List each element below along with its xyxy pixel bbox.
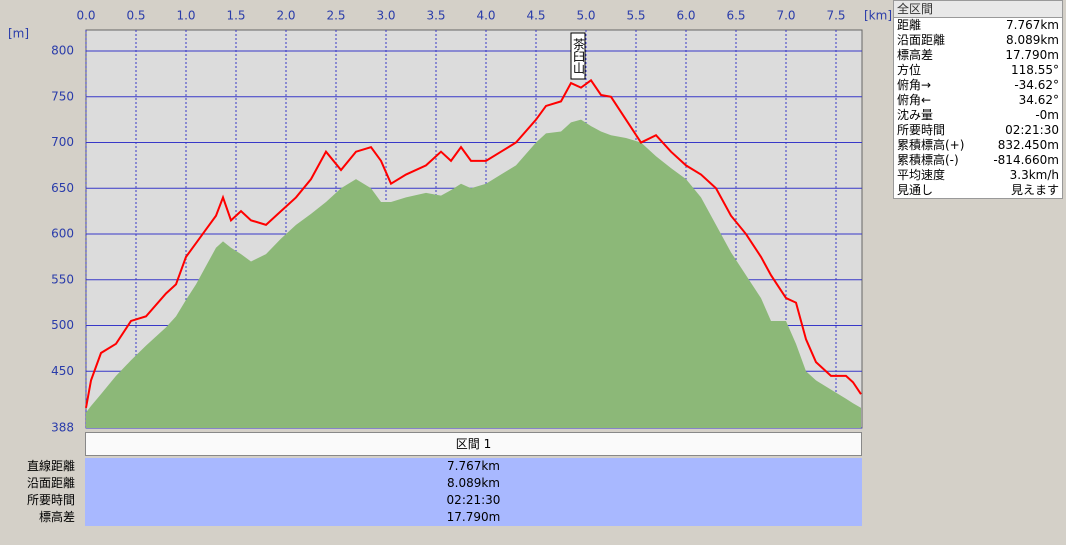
summary-row: 所要時間 02:21:30	[893, 123, 1063, 138]
y-axis-label: [m]	[8, 27, 29, 41]
y-tick-label: 750	[51, 89, 74, 103]
x-tick-label: 6.0	[676, 9, 695, 23]
summary-value: 118.55°	[1011, 63, 1059, 77]
summary-title: 全区間	[893, 0, 1063, 18]
y-tick-label: 600	[51, 227, 74, 241]
x-tick-label: 0.5	[126, 9, 145, 23]
summary-value: 見えます	[1010, 183, 1059, 197]
summary-value: 02:21:30	[1005, 123, 1059, 137]
summary-label: 見通し	[897, 183, 934, 197]
section-label: 直線距離	[26, 459, 75, 473]
section-row: 所要時間 02:21:30	[0, 492, 864, 509]
summary-label: 平均速度	[897, 168, 946, 182]
summary-row: 俯角← 34.62°	[893, 93, 1063, 108]
y-tick-label: 550	[51, 272, 74, 286]
summary-label: 方位	[897, 63, 922, 77]
section-value: 02:21:30	[85, 492, 862, 509]
y-tick-label: 500	[51, 318, 74, 332]
terrain-area	[86, 119, 861, 428]
x-tick-label: 3.5	[426, 9, 445, 23]
x-tick-label: 2.0	[276, 9, 295, 23]
y-tick-label: 700	[51, 135, 74, 149]
summary-value: 3.3km/h	[1009, 168, 1059, 182]
summary-label: 沈み量	[897, 108, 934, 122]
summary-label: 沿面距離	[897, 33, 946, 47]
x-tick-label: 4.5	[526, 9, 545, 23]
y-tick-label: 650	[51, 181, 74, 195]
summary-row: 累積標高(+) 832.450m	[893, 138, 1063, 153]
section-title: 区間 1	[85, 432, 862, 456]
section-value: 7.767km	[85, 458, 862, 475]
y-tick-label: 388	[51, 421, 74, 435]
summary-row: 沿面距離 8.089km	[893, 33, 1063, 48]
summary-label: 俯角→	[897, 78, 932, 92]
summary-row: 累積標高(-) -814.660m	[893, 153, 1063, 168]
annotation-label: 茶臼山	[572, 37, 586, 74]
summary-row: 距離 7.767km	[893, 18, 1063, 33]
section-row: 直線距離 7.767km	[0, 458, 864, 475]
summary-row: 方位 118.55°	[893, 63, 1063, 78]
annotation-box	[570, 32, 586, 80]
summary-label: 俯角←	[897, 93, 932, 107]
x-tick-label: 4.0	[476, 9, 495, 23]
x-axis-label: [km]	[864, 9, 892, 23]
x-tick-label: 7.0	[776, 9, 795, 23]
x-tick-label: 1.0	[176, 9, 195, 23]
summary-value: -814.660m	[993, 153, 1059, 167]
section-table: 区間 1 直線距離 7.767km 沿面距離 8.089km 所要時間 02:21:30 標…	[0, 432, 864, 526]
x-tick-label: 5.5	[626, 9, 645, 23]
summary-value: 832.450m	[997, 138, 1059, 152]
summary-label: 標高差	[897, 48, 934, 62]
summary-row: 沈み量 -0m	[893, 108, 1063, 123]
summary-label: 累積標高(+)	[897, 138, 965, 152]
x-tick-label: 6.5	[726, 9, 745, 23]
summary-row: 標高差 17.790m	[893, 48, 1063, 63]
section-row: 標高差 17.790m	[0, 509, 864, 526]
summary-panel: 全区間 距離 7.767km 沿面距離 8.089km 標高差 17.790m 方位 118.…	[893, 0, 1063, 199]
summary-row: 平均速度 3.3km/h	[893, 168, 1063, 183]
y-tick-label: 450	[51, 364, 74, 378]
summary-label: 距離	[897, 18, 922, 32]
x-tick-label: 1.5	[226, 9, 245, 23]
section-label: 標高差	[38, 510, 75, 524]
x-tick-label: 2.5	[326, 9, 345, 23]
section-value: 17.790m	[85, 509, 862, 526]
y-tick-label: 800	[51, 44, 74, 58]
section-label: 所要時間	[26, 493, 75, 507]
summary-row: 見通し 見えます	[893, 183, 1063, 199]
x-tick-label: 5.0	[576, 9, 595, 23]
summary-label: 累積標高(-)	[897, 153, 959, 167]
summary-value: 8.089km	[1006, 33, 1059, 47]
summary-label: 所要時間	[897, 123, 946, 137]
summary-value: -34.62°	[1014, 78, 1059, 92]
x-tick-label: 7.5	[826, 9, 845, 23]
section-value: 8.089km	[85, 475, 862, 492]
summary-row: 俯角→ -34.62°	[893, 78, 1063, 93]
summary-value: 7.767km	[1006, 18, 1059, 32]
summary-value: -0m	[1035, 108, 1059, 122]
summary-value: 34.62°	[1018, 93, 1059, 107]
section-row: 沿面距離 8.089km	[0, 475, 864, 492]
x-tick-label: 0.0	[76, 9, 95, 23]
x-tick-label: 3.0	[376, 9, 395, 23]
route-line	[85, 78, 862, 409]
summary-value: 17.790m	[1005, 48, 1059, 62]
section-label: 沿面距離	[26, 476, 75, 490]
